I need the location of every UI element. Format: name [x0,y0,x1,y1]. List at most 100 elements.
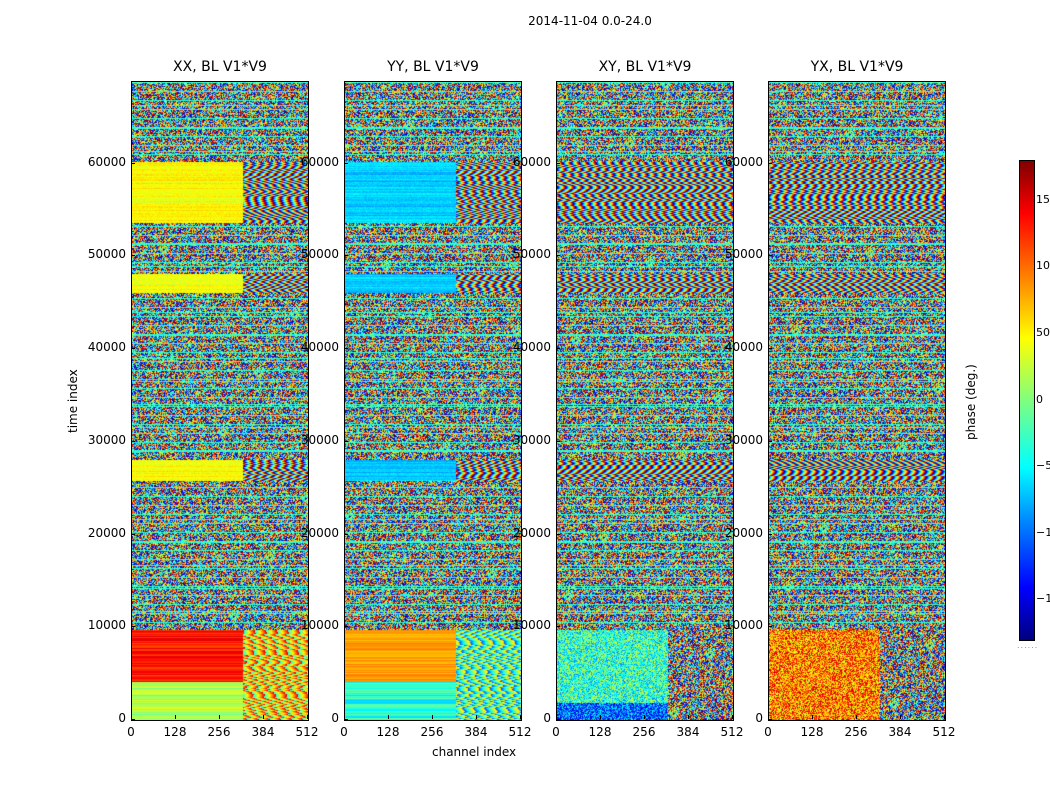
x-tick-label: 256 [207,725,231,739]
heatmap-panel-yy [344,81,522,721]
colorbar-tick-label: 150 [1036,192,1050,206]
x-tick-label: 0 [340,725,348,739]
x-axis-label: channel index [432,745,517,759]
x-tick-label: 512 [932,725,956,739]
x-tick-label: 128 [376,725,400,739]
x-tick-label: 512 [720,725,744,739]
colorbar-tick-label: 50 [1036,325,1050,339]
heatmap-panel-xy [556,81,734,721]
y-tick-label: 30000 [300,432,339,447]
panel-title-yx: YX, BL V1*V9 [810,59,904,75]
y-tick-label: 40000 [300,340,339,355]
y-tick-label: 10000 [87,618,126,633]
x-tick-mark [263,715,264,719]
heatmap-panel-yx [768,81,946,721]
y-tick-label: 50000 [512,247,551,262]
x-tick-label: 384 [676,725,700,739]
y-tick-mark [556,348,560,350]
y-tick-mark [556,440,560,442]
y-tick-label: 60000 [512,154,551,169]
y-tick-label: 60000 [87,154,126,169]
y-tick-mark [344,440,348,442]
y-tick-mark [768,255,772,257]
colorbar-tick-label: 0 [1036,392,1043,406]
x-tick-label: 384 [464,725,488,739]
x-tick-mark [600,715,601,719]
x-tick-label: 256 [844,725,868,739]
x-tick-label: 512 [295,725,319,739]
x-tick-mark [432,715,433,719]
x-tick-mark [219,715,220,719]
y-tick-mark [131,162,135,164]
x-tick-label: 256 [632,725,656,739]
heatmap-canvas-xx [132,82,308,720]
y-tick-mark [344,348,348,350]
x-tick-label: 0 [127,725,135,739]
x-tick-mark [688,715,689,719]
x-tick-label: 512 [508,725,532,739]
colorbar-note: ...... [1017,641,1039,650]
y-tick-label: 20000 [512,525,551,540]
x-tick-mark [732,715,733,719]
y-tick-label: 50000 [724,247,763,262]
y-tick-mark [556,626,560,628]
x-tick-label: 384 [888,725,912,739]
y-tick-mark [768,626,772,628]
y-tick-label: 0 [331,711,339,725]
panel-title-xy: XY, BL V1*V9 [598,59,692,75]
x-tick-mark [812,715,813,719]
y-tick-label: 10000 [300,618,339,633]
x-tick-mark [307,715,308,719]
y-tick-label: 40000 [724,340,763,355]
y-tick-mark [344,719,348,720]
x-tick-mark [476,715,477,719]
x-tick-mark [944,715,945,719]
y-tick-mark [131,719,135,720]
colorbar [1019,160,1035,641]
y-tick-mark [131,440,135,442]
y-tick-label: 40000 [512,340,551,355]
y-tick-label: 20000 [300,525,339,540]
heatmap-canvas-yy [345,82,521,720]
x-tick-label: 128 [800,725,824,739]
y-tick-mark [556,719,560,720]
y-tick-mark [131,533,135,535]
y-tick-label: 30000 [724,432,763,447]
x-tick-label: 128 [163,725,187,739]
y-tick-mark [556,533,560,535]
y-tick-label: 60000 [724,154,763,169]
x-tick-mark [175,715,176,719]
x-tick-mark [768,715,769,719]
x-tick-label: 128 [588,725,612,739]
y-tick-mark [344,533,348,535]
y-tick-label: 10000 [512,618,551,633]
heatmap-canvas-yx [769,82,945,720]
y-tick-mark [556,255,560,257]
y-tick-label: 20000 [87,525,126,540]
y-tick-mark [768,440,772,442]
heatmap-canvas-xy [557,82,733,720]
colorbar-tick-label: −150 [1036,592,1050,606]
x-tick-label: 256 [420,725,444,739]
figure-title: 2014-11-04 0.0-24.0 [528,14,652,28]
x-tick-mark [644,715,645,719]
y-tick-label: 0 [543,711,551,725]
y-tick-mark [556,162,560,164]
x-tick-label: 0 [552,725,560,739]
colorbar-label: phase (deg.) [964,364,978,440]
y-tick-label: 40000 [87,340,126,355]
heatmap-panel-xx [131,81,309,721]
x-tick-mark [344,715,345,719]
x-tick-mark [556,715,557,719]
y-tick-mark [768,162,772,164]
y-tick-mark [344,255,348,257]
x-tick-mark [131,715,132,719]
colorbar-tick-label: −50 [1036,459,1050,473]
y-tick-mark [131,255,135,257]
y-tick-mark [768,719,772,720]
y-tick-mark [344,626,348,628]
colorbar-tick-label: −100 [1036,525,1050,539]
y-axis-label: time index [66,369,80,433]
y-tick-label: 0 [118,711,126,725]
y-tick-label: 60000 [300,154,339,169]
